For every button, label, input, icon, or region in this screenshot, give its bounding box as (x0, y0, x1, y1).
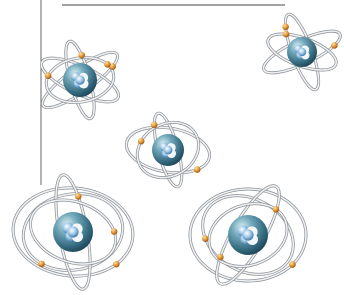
nucleon (75, 75, 85, 85)
electron (78, 52, 85, 59)
atom (259, 11, 344, 93)
electron (283, 31, 290, 38)
electron (282, 24, 289, 31)
electron (45, 72, 52, 79)
page: {} (() => { JSON.parse(document.getEleme… (0, 0, 344, 295)
electron (151, 122, 158, 129)
nucleon (298, 48, 306, 56)
atom (123, 111, 213, 190)
electron (138, 138, 145, 145)
electron (75, 193, 82, 200)
electron (104, 61, 111, 68)
atom (9, 172, 136, 291)
electron (217, 254, 224, 261)
electron (331, 42, 338, 49)
electron (273, 206, 280, 213)
nucleon (67, 226, 78, 237)
atom (188, 179, 307, 292)
atom (36, 39, 124, 121)
electron (113, 261, 120, 268)
electron (111, 228, 118, 235)
electron (194, 166, 201, 173)
electron (202, 235, 209, 242)
nucleon (164, 146, 173, 155)
electron (289, 261, 296, 268)
nucleon (242, 229, 253, 240)
illustration (0, 0, 344, 295)
electron (38, 261, 45, 268)
